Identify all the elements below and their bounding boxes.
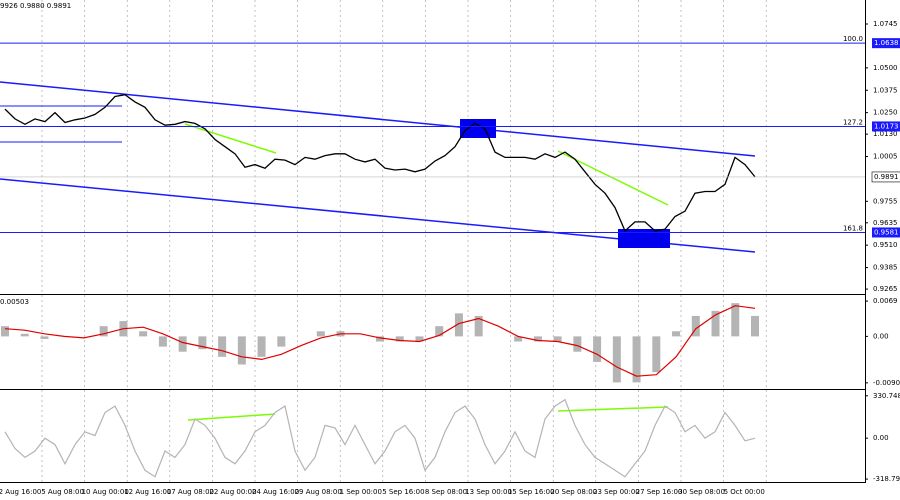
histogram-bar [691,315,700,337]
x-tick-label: 23 Sep 00:00 [593,488,640,496]
y-tick-label: 1.0250 [873,109,898,117]
y-tick-label: 0.0069 [873,297,898,305]
y-tick-label: 1.0500 [873,64,898,72]
pane-header: 9926 0.9880 0.9891 [0,2,71,10]
histogram-bar [652,336,661,373]
histogram-bar [711,310,720,337]
histogram-bar [514,336,523,342]
last-price-box [871,171,900,183]
x-tick-label: 1 Sep 00:00 [340,488,382,496]
histogram-bar [533,336,542,342]
level-price-box [872,121,900,132]
y-tick-label: -318.798 [873,475,900,483]
zone-box [618,229,670,248]
x-tick-label: 22 Aug 00:00 [209,488,256,496]
x-tick-label: 12 Aug 16:00 [124,488,171,496]
x-tick-label: 5 Aug 08:00 [41,488,84,496]
y-tick-label: 1.0375 [873,86,898,94]
y-tick-label: 1.0005 [873,153,898,161]
histogram-bar [612,336,621,383]
x-tick-label: 13 Sep 00:00 [465,488,512,496]
zone-box [460,119,496,138]
histogram-bar [20,333,29,337]
y-tick-label: 0.9755 [873,197,898,205]
x-tick-label: 15 Sep 16:00 [508,488,555,496]
x-tick-label: 5 Sep 16:00 [382,488,424,496]
level-label: 127.2 [843,118,863,126]
histogram-bar [99,326,108,337]
x-tick-label: 20 Sep 08:00 [550,488,597,496]
y-tick-label: -0.00909 [873,379,900,387]
histogram-bar [237,336,246,365]
vertical-grid [41,0,767,482]
y-tick-label: 0.9385 [873,264,898,272]
x-tick-label: 10 Aug 00:00 [82,488,129,496]
histogram-bar [632,336,641,383]
pane-header: 0.00503 [0,298,29,306]
y-tick-label: 1.0745 [873,20,898,28]
histogram-bar [395,336,404,342]
level-price-box [872,38,900,49]
level-label: 100.0 [843,35,863,43]
y-tick-label: 1.0130 [873,130,898,138]
x-tick-label: 2 Aug 16:00 [0,488,41,496]
histogram-bar [415,336,424,342]
histogram-bar [435,326,444,337]
histogram-bar [139,331,148,337]
series-line [4,305,756,377]
histogram-bar [158,336,167,347]
level-label: 161.8 [843,224,863,232]
level-price-box [872,227,900,238]
level-price: 1.0638 [874,39,899,47]
histogram-bar [474,315,483,337]
divergence-line [184,123,277,154]
x-tick-label: 27 Sep 16:00 [636,488,683,496]
y-tick-label: 0.9635 [873,219,898,227]
histogram-bar [198,336,207,350]
histogram-bar [593,336,602,362]
divergence-line [187,413,276,421]
divergence-line [557,406,669,412]
x-tick-label: 17 Aug 08:00 [167,488,214,496]
histogram-bar [178,336,187,352]
histogram-bar [218,336,227,357]
histogram-bar [672,331,681,337]
series-line [4,398,756,478]
x-tick-label: 8 Sep 08:00 [425,488,467,496]
histogram-bar [277,336,286,347]
histogram-bar [376,336,384,342]
histogram-bar [731,303,740,337]
histogram-bar [573,336,582,352]
histogram-bar [553,336,562,342]
last-price: 0.9891 [874,173,899,181]
histogram-bar [1,326,9,337]
level-price: 1.0173 [874,122,899,130]
x-tick-label: 30 Sep 08:00 [678,488,725,496]
series-line [4,94,756,232]
y-tick-label: 330.7482 [873,392,900,400]
x-tick-label: 24 Aug 16:00 [252,488,299,496]
y-tick-label: 0.00 [873,434,889,442]
x-tick-label: 5 Oct 00:00 [724,488,765,496]
histogram-bar [257,336,266,357]
y-tick-label: 0.00 [873,332,889,340]
y-tick-label: 0.9265 [873,285,898,293]
histogram-bar [40,336,49,339]
histogram-bar [751,315,759,337]
x-tick-label: 29 Aug 08:00 [295,488,342,496]
level-price: 0.9581 [874,228,899,236]
channel-line [0,81,756,157]
y-tick-label: 0.9510 [873,241,898,249]
histogram-bar [454,313,463,337]
histogram-bar [316,331,325,337]
